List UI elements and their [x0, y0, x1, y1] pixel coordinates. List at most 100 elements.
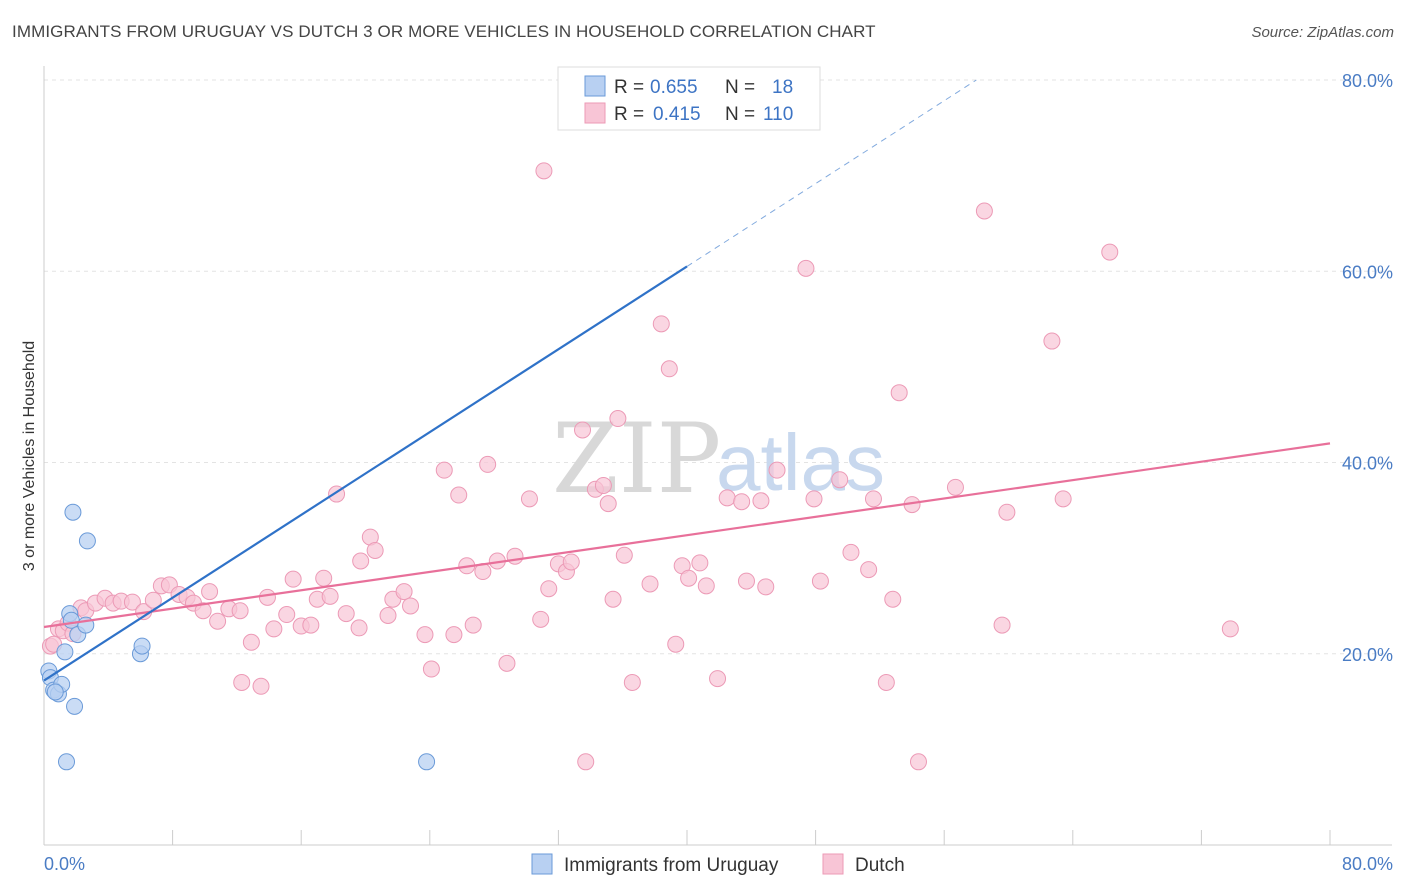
dutch-point — [366, 541, 384, 559]
dutch-point — [231, 602, 249, 620]
dutch-point — [1043, 332, 1061, 350]
bottom-legend-dutch: Dutch — [855, 855, 905, 876]
dutch-point — [498, 654, 516, 672]
dutch-point — [757, 578, 775, 596]
x-tick-label-min: 0.0% — [44, 854, 85, 874]
y-tick-label: 60.0% — [1342, 262, 1393, 282]
dutch-point — [379, 607, 397, 624]
dutch-point — [641, 575, 659, 593]
dutch-point — [209, 612, 227, 630]
legend-swatch-uruguay — [584, 75, 606, 97]
dutch-point — [946, 478, 964, 496]
dutch-point — [860, 561, 878, 579]
dutch-point — [284, 570, 302, 588]
legend-n-label-dutch: N = — [725, 104, 755, 125]
y-tick-labels: 20.0% 40.0% 60.0% 80.0% — [1342, 71, 1393, 665]
uruguay-point — [62, 611, 80, 629]
dutch-point — [265, 620, 283, 638]
dutch-point — [998, 503, 1016, 521]
chart-title: IMMIGRANTS FROM URUGUAY VS DUTCH 3 OR MO… — [12, 22, 876, 41]
dutch-point — [520, 490, 538, 508]
dutch-point — [604, 590, 622, 608]
dutch-point — [884, 590, 902, 608]
dutch-point — [909, 753, 927, 771]
dutch-point — [737, 572, 755, 590]
dutch-point — [350, 619, 368, 637]
legend-n-label-uruguay: N = — [725, 77, 755, 98]
bottom-legend-uruguay: Immigrants from Uruguay — [564, 855, 779, 876]
dutch-point — [278, 606, 296, 624]
dutch-point — [445, 626, 463, 644]
dutch-point — [993, 616, 1011, 634]
dutch-point — [709, 670, 727, 688]
dutch-point — [1054, 490, 1072, 508]
dutch-point — [422, 660, 440, 678]
dutch-points — [41, 162, 1239, 771]
dutch-point — [321, 587, 339, 605]
dutch-point — [652, 315, 670, 333]
watermark-zip: ZIP — [552, 403, 721, 515]
dutch-point — [416, 626, 434, 644]
dutch-point — [479, 455, 497, 473]
dutch-point — [667, 635, 685, 653]
legend-swatch-dutch — [584, 102, 606, 124]
bottom-swatch-uruguay — [531, 853, 553, 875]
dutch-point — [797, 259, 815, 277]
dutch-point — [609, 410, 627, 428]
dutch-point — [890, 384, 908, 402]
dutch-point — [733, 493, 751, 511]
dutch-point — [258, 588, 276, 606]
dutch-point — [811, 572, 829, 590]
dutch-point — [450, 486, 468, 504]
legend-r-label-uruguay: R = — [614, 77, 644, 98]
axes — [43, 66, 1392, 846]
dutch-point — [697, 577, 715, 595]
dutch-point — [877, 673, 895, 691]
dutch-point — [615, 546, 633, 564]
watermark-atlas: atlas — [716, 418, 885, 507]
dutch-point — [506, 547, 524, 565]
y-tick-label: 80.0% — [1342, 71, 1393, 91]
dutch-point — [144, 591, 162, 609]
legend-r-value-dutch: 0.415 — [653, 104, 701, 125]
series-legend: Immigrants from Uruguay Dutch — [531, 853, 905, 876]
dutch-point — [242, 633, 260, 651]
dutch-point — [233, 673, 251, 691]
dutch-point — [752, 492, 770, 510]
dutch-point — [599, 495, 617, 513]
dutch-point — [842, 543, 860, 561]
dutch-point — [718, 489, 736, 507]
grid-lines — [44, 79, 1392, 655]
dutch-point — [123, 593, 141, 611]
y-axis-title: 3 or more Vehicles in Household — [21, 341, 38, 571]
legend-r-value-uruguay: 0.655 — [650, 77, 698, 98]
dutch-point — [805, 490, 823, 508]
dutch-point — [302, 616, 320, 634]
uruguay-trend-line — [43, 265, 688, 682]
dutch-point — [768, 461, 786, 479]
legend-n-value-uruguay: 18 — [772, 77, 793, 98]
uruguay-point — [58, 753, 76, 771]
dutch-point — [623, 673, 641, 691]
uruguay-point — [64, 503, 82, 521]
dutch-point — [252, 677, 270, 695]
dutch-point — [532, 610, 550, 628]
dutch-point — [864, 490, 882, 508]
y-tick-label: 40.0% — [1342, 454, 1393, 474]
uruguay-point — [66, 697, 84, 715]
dutch-point — [831, 471, 849, 489]
dutch-point — [535, 162, 553, 180]
dutch-point — [660, 360, 678, 378]
dutch-point — [1101, 243, 1119, 261]
watermark: ZIP atlas — [552, 403, 885, 515]
dutch-point — [680, 569, 698, 587]
dutch-point — [352, 552, 370, 570]
dutch-point — [975, 202, 993, 220]
trend-lines — [43, 79, 1331, 682]
y-tick-label: 20.0% — [1342, 645, 1393, 665]
uruguay-point — [418, 753, 436, 771]
uruguay-point — [133, 637, 151, 655]
dutch-point — [435, 461, 453, 479]
dutch-point — [194, 602, 212, 620]
